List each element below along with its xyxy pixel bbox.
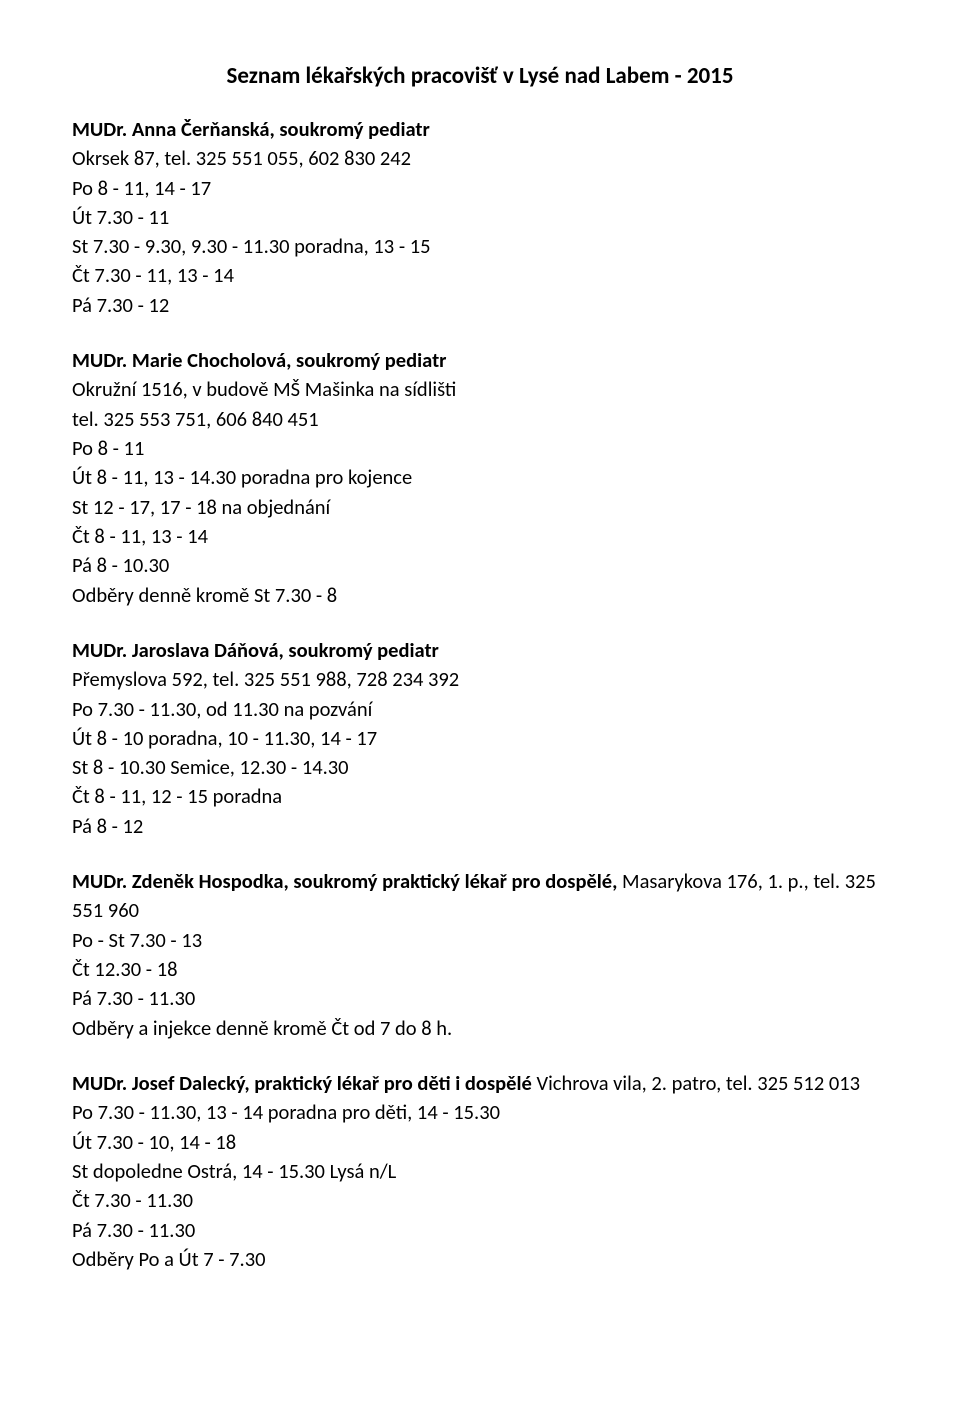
schedule-line: Čt 7.30 - 11, 13 - 14 — [72, 261, 888, 290]
heading-bold: MUDr. Josef Dalecký, praktický lékař pro… — [72, 1070, 536, 1096]
page-title: Seznam lékařských pracovišť v Lysé nad L… — [72, 60, 888, 93]
schedule-line: Po 7.30 - 11.30, 13 - 14 poradna pro dět… — [72, 1098, 888, 1127]
schedule-line: tel. 325 553 751, 606 840 451 — [72, 405, 888, 434]
schedule-line: Po - St 7.30 - 13 — [72, 926, 888, 955]
schedule-line: Odběry Po a Út 7 - 7.30 — [72, 1245, 888, 1274]
heading-bold: MUDr. Jaroslava Dáňová, soukromý pediatr — [72, 637, 439, 663]
schedule-line: St dopoledne Ostrá, 14 - 15.30 Lysá n/L — [72, 1157, 888, 1186]
schedule-line: Pá 7.30 - 12 — [72, 291, 888, 320]
schedule-line: Út 7.30 - 10, 14 - 18 — [72, 1128, 888, 1157]
schedule-line: Čt 8 - 11, 12 - 15 poradna — [72, 782, 888, 811]
heading-bold: MUDr. Zdeněk Hospodka, soukromý praktick… — [72, 868, 622, 894]
schedule-line: Pá 7.30 - 11.30 — [72, 984, 888, 1013]
schedule-line: Přemyslova 592, tel. 325 551 988, 728 23… — [72, 665, 888, 694]
schedule-line: Po 8 - 11, 14 - 17 — [72, 174, 888, 203]
doctor-heading: MUDr. Josef Dalecký, praktický lékař pro… — [72, 1069, 888, 1098]
sections-container: MUDr. Anna Čerňanská, soukromý pediatrOk… — [72, 115, 888, 1274]
schedule-line: St 7.30 - 9.30, 9.30 - 11.30 poradna, 13… — [72, 232, 888, 261]
schedule-line: Út 8 - 11, 13 - 14.30 poradna pro kojenc… — [72, 463, 888, 492]
doctor-section: MUDr. Marie Chocholová, soukromý pediatr… — [72, 346, 888, 610]
doctor-heading: MUDr. Marie Chocholová, soukromý pediatr — [72, 346, 888, 375]
schedule-line: Út 8 - 10 poradna, 10 - 11.30, 14 - 17 — [72, 724, 888, 753]
doctor-heading: MUDr. Zdeněk Hospodka, soukromý praktick… — [72, 867, 888, 926]
schedule-line: Po 7.30 - 11.30, od 11.30 na pozvání — [72, 695, 888, 724]
heading-post: Vichrova vila, 2. patro, tel. 325 512 01… — [536, 1070, 860, 1096]
doctor-section: MUDr. Jaroslava Dáňová, soukromý pediatr… — [72, 636, 888, 841]
schedule-line: Pá 7.30 - 11.30 — [72, 1216, 888, 1245]
schedule-line: St 12 - 17, 17 - 18 na objednání — [72, 493, 888, 522]
schedule-line: Čt 8 - 11, 13 - 14 — [72, 522, 888, 551]
schedule-line: Po 8 - 11 — [72, 434, 888, 463]
schedule-line: Čt 7.30 - 11.30 — [72, 1186, 888, 1215]
schedule-line: Pá 8 - 10.30 — [72, 551, 888, 580]
schedule-line: Út 7.30 - 11 — [72, 203, 888, 232]
schedule-line: Čt 12.30 - 18 — [72, 955, 888, 984]
heading-bold: MUDr. Marie Chocholová, soukromý pediatr — [72, 347, 446, 373]
doctor-section: MUDr. Zdeněk Hospodka, soukromý praktick… — [72, 867, 888, 1043]
schedule-line: Okrsek 87, tel. 325 551 055, 602 830 242 — [72, 144, 888, 173]
schedule-line: Odběry denně kromě St 7.30 - 8 — [72, 581, 888, 610]
doctor-heading: MUDr. Jaroslava Dáňová, soukromý pediatr — [72, 636, 888, 665]
doctor-section: MUDr. Anna Čerňanská, soukromý pediatrOk… — [72, 115, 888, 320]
doctor-section: MUDr. Josef Dalecký, praktický lékař pro… — [72, 1069, 888, 1274]
doctor-heading: MUDr. Anna Čerňanská, soukromý pediatr — [72, 115, 888, 144]
schedule-line: Odběry a injekce denně kromě Čt od 7 do … — [72, 1014, 888, 1043]
heading-bold: MUDr. Anna Čerňanská, soukromý pediatr — [72, 116, 430, 142]
schedule-line: Okružní 1516, v budově MŠ Mašinka na síd… — [72, 375, 888, 404]
schedule-line: Pá 8 - 12 — [72, 812, 888, 841]
schedule-line: St 8 - 10.30 Semice, 12.30 - 14.30 — [72, 753, 888, 782]
